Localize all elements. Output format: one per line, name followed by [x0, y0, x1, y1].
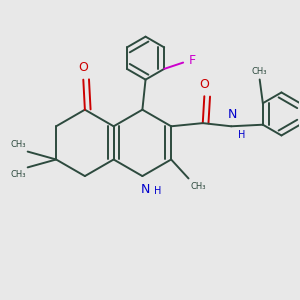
Text: CH₃: CH₃ — [11, 140, 26, 149]
Text: H: H — [238, 130, 246, 140]
Text: CH₃: CH₃ — [190, 182, 206, 190]
Text: N: N — [228, 108, 238, 121]
Text: F: F — [189, 55, 196, 68]
Text: O: O — [78, 61, 88, 74]
Text: H: H — [154, 186, 162, 196]
Text: CH₃: CH₃ — [11, 170, 26, 179]
Text: CH₃: CH₃ — [252, 67, 267, 76]
Text: N: N — [141, 183, 150, 196]
Text: O: O — [200, 78, 209, 91]
